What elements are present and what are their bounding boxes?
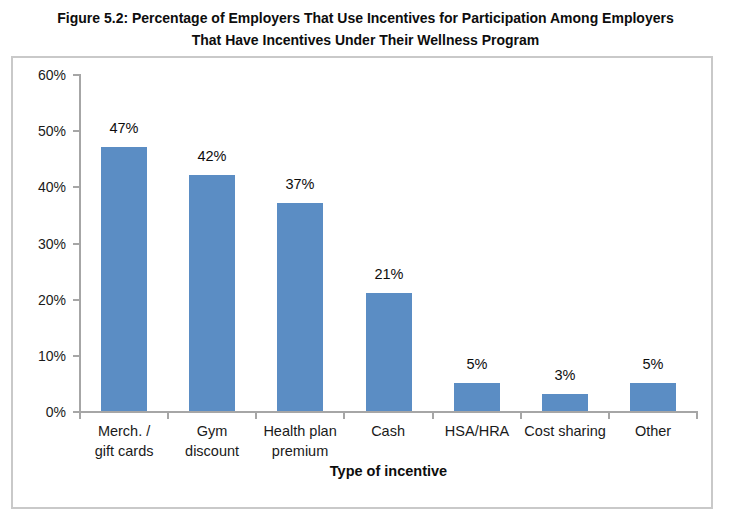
figure-5-2: Figure 5.2: Percentage of Employers That… bbox=[0, 0, 731, 515]
figure-title-line2: That Have Incentives Under Their Wellnes… bbox=[0, 29, 731, 51]
figure-title-line1: Figure 5.2: Percentage of Employers That… bbox=[0, 7, 731, 29]
chart-area bbox=[11, 56, 713, 509]
figure-title: Figure 5.2: Percentage of Employers That… bbox=[0, 7, 731, 51]
